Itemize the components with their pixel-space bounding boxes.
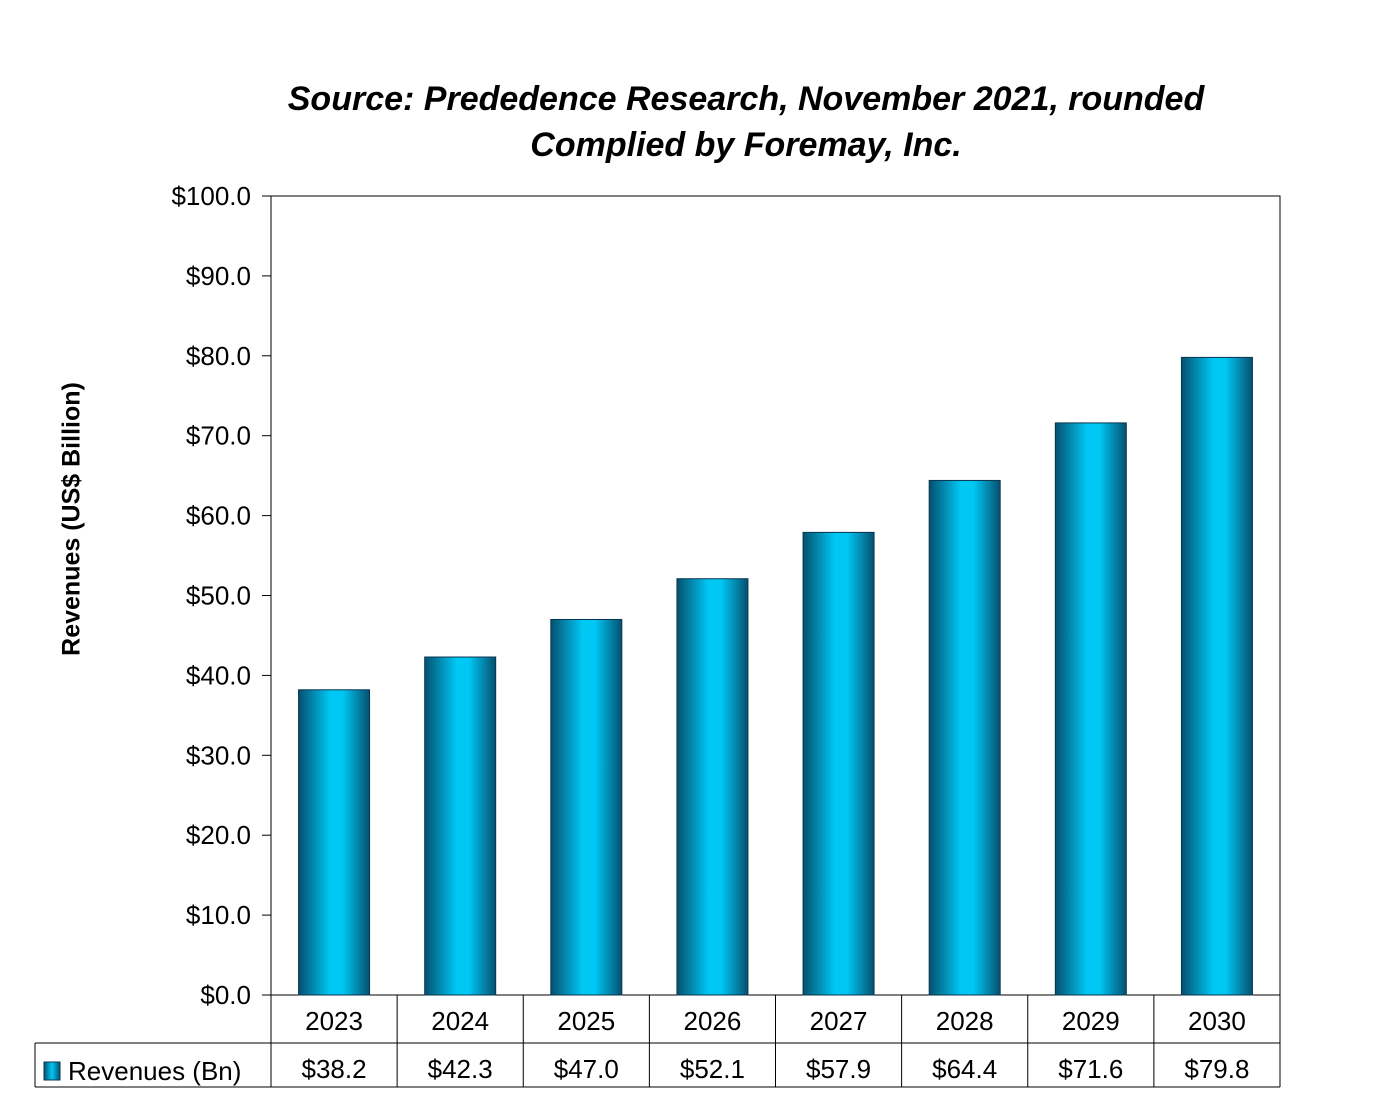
x-tick-label: 2027 [810, 1006, 868, 1036]
y-tick-label: $80.0 [186, 341, 251, 371]
y-tick-label: $100.0 [171, 181, 251, 211]
data-label: $57.9 [806, 1054, 871, 1084]
x-tick-label: 2025 [557, 1006, 615, 1036]
y-tick-label: $0.0 [200, 980, 251, 1010]
y-tick-label: $90.0 [186, 261, 251, 291]
chart-title: Source: Prededence Research, November 20… [287, 80, 1205, 118]
y-tick-label: $30.0 [186, 740, 251, 770]
y-tick-label: $60.0 [186, 501, 251, 531]
bar [298, 689, 371, 996]
x-tick-label: 2028 [936, 1006, 994, 1036]
y-tick-label: $40.0 [186, 660, 251, 690]
bar [676, 578, 749, 996]
chart-subtitle: Complied by Foremay, Inc. [530, 126, 962, 164]
y-tick-label: $70.0 [186, 421, 251, 451]
bar [424, 656, 497, 996]
bar [802, 531, 875, 996]
data-label: $42.3 [428, 1054, 493, 1084]
legend-label: Revenues (Bn) [68, 1056, 241, 1086]
data-label: $71.6 [1058, 1054, 1123, 1084]
data-label: $47.0 [554, 1054, 619, 1084]
data-label: $79.8 [1184, 1054, 1249, 1084]
bar [1180, 356, 1253, 996]
x-tick-label: 2030 [1188, 1006, 1246, 1036]
data-label: $64.4 [932, 1054, 997, 1084]
x-tick-label: 2026 [684, 1006, 742, 1036]
bar [928, 479, 1001, 996]
plot-area [270, 195, 1281, 996]
bar [550, 618, 623, 996]
y-tick-label: $50.0 [186, 581, 251, 611]
legend-swatch [43, 1061, 61, 1081]
bar [1054, 422, 1127, 996]
x-tick-label: 2023 [305, 1006, 363, 1036]
y-tick-label: $10.0 [186, 900, 251, 930]
y-tick-label: $20.0 [186, 820, 251, 850]
data-label: $52.1 [680, 1054, 745, 1084]
data-label: $38.2 [302, 1054, 367, 1084]
x-tick-label: 2024 [431, 1006, 489, 1036]
x-tick-label: 2029 [1062, 1006, 1120, 1036]
